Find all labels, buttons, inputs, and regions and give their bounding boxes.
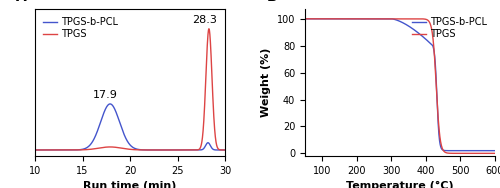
Line: TPGS: TPGS <box>305 19 495 153</box>
TPGS <box>218 149 224 151</box>
Legend: TPGS-b-PCL, TPGS: TPGS-b-PCL, TPGS <box>40 14 121 42</box>
TPGS-b-PCL <box>54 149 60 151</box>
TPGS <box>54 149 60 151</box>
TPGS <box>222 149 228 151</box>
TPGS <box>375 18 381 20</box>
Y-axis label: Weight (%): Weight (%) <box>262 48 272 118</box>
TPGS <box>492 152 498 155</box>
TPGS-b-PCL <box>302 18 308 20</box>
TPGS-b-PCL <box>375 18 381 20</box>
TPGS-b-PCL <box>222 149 228 151</box>
Text: 17.9: 17.9 <box>93 90 118 100</box>
TPGS-b-PCL <box>113 111 119 114</box>
TPGS <box>335 18 341 20</box>
TPGS-b-PCL <box>335 18 341 20</box>
Line: TPGS-b-PCL: TPGS-b-PCL <box>305 19 495 151</box>
Line: TPGS-b-PCL: TPGS-b-PCL <box>35 104 225 150</box>
TPGS-b-PCL <box>198 149 204 151</box>
Text: 28.3: 28.3 <box>192 15 216 25</box>
TPGS-b-PCL <box>488 149 494 152</box>
TPGS <box>65 149 71 151</box>
Line: TPGS: TPGS <box>35 29 225 150</box>
TPGS <box>184 149 190 151</box>
TPGS <box>468 152 474 155</box>
TPGS <box>32 149 38 151</box>
TPGS <box>383 18 389 20</box>
TPGS-b-PCL <box>383 18 389 20</box>
TPGS <box>105 146 111 148</box>
TPGS-b-PCL <box>186 149 192 151</box>
TPGS <box>113 146 119 149</box>
Legend: TPGS-b-PCL, TPGS: TPGS-b-PCL, TPGS <box>409 14 490 42</box>
TPGS-b-PCL <box>468 149 474 152</box>
TPGS-b-PCL <box>218 149 224 151</box>
TPGS <box>324 18 330 20</box>
TPGS <box>488 152 494 155</box>
TPGS-b-PCL <box>492 149 498 152</box>
X-axis label: Temperature (°C): Temperature (°C) <box>346 181 454 188</box>
X-axis label: Run time (min): Run time (min) <box>84 181 176 188</box>
Text: B: B <box>267 0 278 4</box>
TPGS <box>206 28 212 30</box>
TPGS <box>198 145 204 147</box>
TPGS-b-PCL <box>324 18 330 20</box>
TPGS-b-PCL <box>32 149 38 151</box>
TPGS-b-PCL <box>105 104 111 106</box>
TPGS-b-PCL <box>65 149 71 151</box>
TPGS-b-PCL <box>480 149 486 152</box>
TPGS <box>302 18 308 20</box>
Text: A: A <box>16 0 26 4</box>
TPGS-b-PCL <box>107 103 113 105</box>
